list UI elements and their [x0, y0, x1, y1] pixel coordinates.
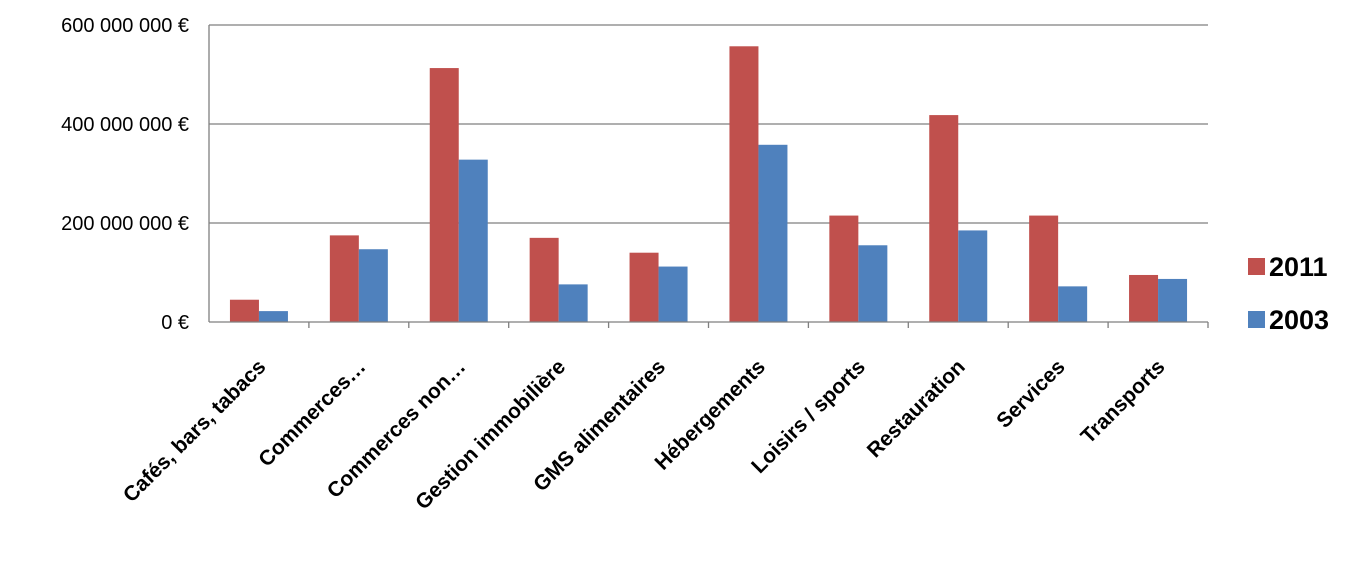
- bar-2011-5: [729, 46, 759, 322]
- legend: 2011 2003: [1248, 252, 1329, 335]
- bar-2003-5: [758, 144, 788, 322]
- x-category-label: Commerces…: [254, 355, 370, 471]
- bar-2003-0: [258, 311, 288, 322]
- bar-2003-8: [1058, 286, 1088, 322]
- bar-2003-6: [858, 245, 888, 322]
- bar-2003-9: [1158, 278, 1188, 322]
- legend-swatch-2003: [1248, 311, 1265, 328]
- gridlines: [209, 24, 1208, 224]
- bar-2011-1: [329, 235, 359, 322]
- x-category-label: Services: [992, 355, 1069, 432]
- bar-2011-0: [229, 299, 259, 322]
- y-tick-label: 200 000 000 €: [61, 213, 189, 235]
- legend-label-2003: 2003: [1269, 305, 1329, 335]
- x-category-label: Cafés, bars, tabacs: [119, 355, 271, 507]
- y-tick-label: 400 000 000 €: [61, 114, 189, 136]
- bar-2003-3: [558, 284, 588, 322]
- axes: [208, 25, 1209, 328]
- legend-label-2011: 2011: [1269, 252, 1328, 282]
- x-category-label: Transports: [1077, 355, 1170, 448]
- bar-2011-2: [429, 68, 459, 322]
- bar-2003-7: [958, 230, 988, 322]
- legend-swatch-2011: [1248, 258, 1265, 275]
- bar-2011-9: [1129, 274, 1159, 322]
- y-tick-label: 600 000 000 €: [61, 15, 189, 37]
- bar-2011-7: [929, 115, 959, 322]
- bar-2011-6: [829, 215, 859, 322]
- bar-2011-3: [529, 237, 559, 322]
- bars: [229, 46, 1188, 322]
- y-tick-label: 0 €: [161, 312, 189, 334]
- bar-2003-2: [458, 159, 488, 322]
- bar-2011-8: [1029, 215, 1059, 322]
- bar-2011-4: [629, 252, 659, 322]
- x-category-label: Restauration: [863, 355, 970, 462]
- bar-2003-4: [658, 266, 688, 322]
- y-tick-labels: 0 € 200 000 000 € 400 000 000 € 600 000 000…: [61, 15, 189, 334]
- bar-2003-1: [358, 249, 388, 322]
